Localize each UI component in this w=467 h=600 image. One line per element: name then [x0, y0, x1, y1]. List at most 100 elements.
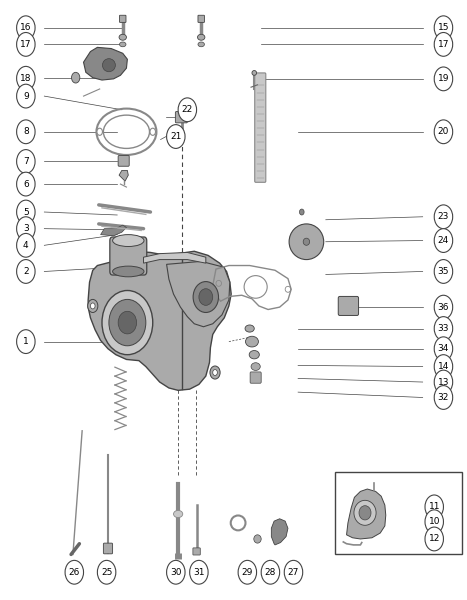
Text: 18: 18 — [20, 74, 32, 83]
FancyBboxPatch shape — [193, 548, 200, 555]
Text: 2: 2 — [23, 267, 28, 276]
Text: 13: 13 — [438, 377, 449, 386]
Ellipse shape — [118, 311, 136, 334]
Text: 16: 16 — [20, 23, 32, 32]
Circle shape — [190, 560, 208, 584]
Text: 17: 17 — [438, 40, 449, 49]
Text: 25: 25 — [101, 568, 112, 577]
Text: 22: 22 — [182, 105, 193, 114]
Text: 5: 5 — [23, 208, 29, 217]
FancyBboxPatch shape — [110, 237, 147, 275]
Text: 24: 24 — [438, 236, 449, 245]
Circle shape — [434, 355, 453, 379]
Text: 15: 15 — [438, 23, 449, 32]
Circle shape — [17, 233, 35, 257]
Ellipse shape — [198, 42, 205, 47]
Ellipse shape — [102, 59, 115, 72]
Circle shape — [434, 32, 453, 56]
Text: 7: 7 — [23, 157, 29, 166]
Text: 8: 8 — [23, 127, 29, 136]
Ellipse shape — [246, 336, 258, 347]
Circle shape — [434, 120, 453, 143]
Circle shape — [434, 16, 453, 40]
Ellipse shape — [252, 71, 256, 75]
FancyBboxPatch shape — [103, 543, 113, 554]
Polygon shape — [167, 262, 230, 327]
FancyBboxPatch shape — [338, 296, 359, 316]
Ellipse shape — [88, 299, 98, 313]
Ellipse shape — [359, 506, 371, 520]
Text: 23: 23 — [438, 212, 449, 221]
Circle shape — [261, 560, 280, 584]
Circle shape — [98, 560, 116, 584]
Ellipse shape — [120, 42, 126, 47]
Circle shape — [425, 527, 444, 551]
Text: 11: 11 — [429, 502, 440, 511]
Circle shape — [17, 260, 35, 283]
Text: 6: 6 — [23, 179, 29, 188]
Text: 14: 14 — [438, 362, 449, 371]
Ellipse shape — [113, 235, 144, 247]
Polygon shape — [119, 170, 128, 181]
Circle shape — [434, 67, 453, 91]
Text: 20: 20 — [438, 127, 449, 136]
Ellipse shape — [109, 299, 146, 346]
Ellipse shape — [97, 128, 102, 136]
FancyBboxPatch shape — [255, 73, 266, 182]
Ellipse shape — [71, 73, 80, 83]
Ellipse shape — [289, 224, 324, 260]
Text: 30: 30 — [170, 568, 182, 577]
Polygon shape — [143, 253, 206, 263]
Ellipse shape — [245, 325, 254, 332]
Text: 10: 10 — [429, 517, 440, 526]
Circle shape — [178, 98, 197, 122]
Ellipse shape — [193, 281, 219, 313]
Text: 28: 28 — [265, 568, 276, 577]
Circle shape — [17, 32, 35, 56]
Text: 33: 33 — [438, 324, 449, 333]
Polygon shape — [271, 519, 288, 545]
FancyBboxPatch shape — [250, 372, 261, 383]
Circle shape — [434, 386, 453, 409]
Text: 26: 26 — [69, 568, 80, 577]
Text: 27: 27 — [288, 568, 299, 577]
FancyBboxPatch shape — [198, 15, 205, 22]
Text: 36: 36 — [438, 302, 449, 311]
Ellipse shape — [254, 535, 261, 543]
Circle shape — [434, 295, 453, 319]
Ellipse shape — [210, 366, 220, 379]
Circle shape — [17, 330, 35, 353]
Circle shape — [434, 205, 453, 229]
Polygon shape — [347, 489, 386, 539]
Circle shape — [65, 560, 84, 584]
Polygon shape — [100, 225, 127, 236]
FancyBboxPatch shape — [118, 155, 129, 166]
Circle shape — [434, 229, 453, 253]
Circle shape — [238, 560, 256, 584]
Text: 19: 19 — [438, 74, 449, 83]
Circle shape — [17, 172, 35, 196]
Circle shape — [425, 510, 444, 533]
Circle shape — [425, 495, 444, 519]
Text: 3: 3 — [23, 224, 29, 233]
Circle shape — [434, 370, 453, 394]
Ellipse shape — [102, 290, 153, 355]
Text: 35: 35 — [438, 267, 449, 276]
Circle shape — [17, 217, 35, 241]
FancyBboxPatch shape — [120, 15, 126, 22]
FancyBboxPatch shape — [335, 472, 462, 554]
Ellipse shape — [299, 209, 304, 215]
Text: 34: 34 — [438, 344, 449, 353]
Ellipse shape — [150, 128, 156, 136]
Ellipse shape — [113, 266, 144, 277]
Text: 12: 12 — [429, 535, 440, 544]
Circle shape — [17, 67, 35, 90]
Text: 17: 17 — [20, 40, 32, 49]
Text: 31: 31 — [193, 568, 205, 577]
Ellipse shape — [174, 511, 183, 518]
Circle shape — [284, 560, 303, 584]
Text: 29: 29 — [241, 568, 253, 577]
Circle shape — [434, 317, 453, 340]
FancyBboxPatch shape — [175, 112, 187, 123]
Ellipse shape — [303, 238, 310, 245]
